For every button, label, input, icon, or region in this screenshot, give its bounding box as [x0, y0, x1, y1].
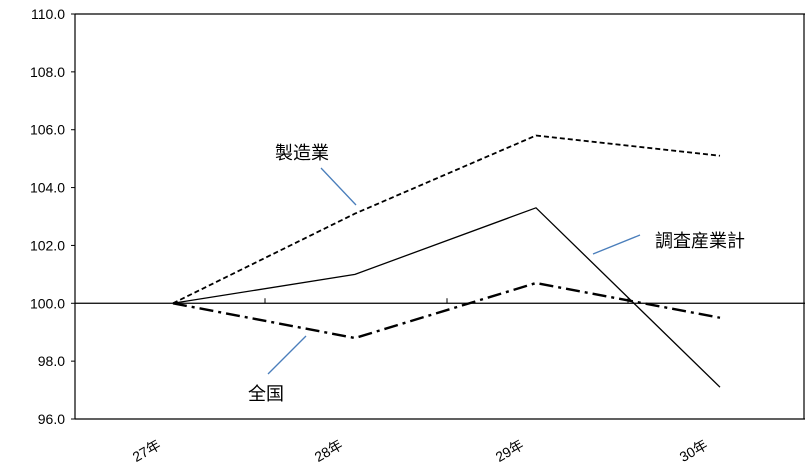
series-label: 全国 [248, 384, 284, 405]
leader-lines [267, 167, 641, 375]
y-tick-label: 100.0 [30, 295, 65, 311]
y-tick-label: 110.0 [31, 6, 65, 22]
axes [74, 13, 805, 420]
y-tick-label: 104.0 [30, 180, 65, 196]
y-tick-label: 108.0 [30, 64, 65, 80]
leader-line-manufacturing [320, 167, 357, 206]
x-tick-label: 29年 [493, 436, 527, 465]
y-tick-label: 106.0 [30, 122, 65, 138]
y-tick-label: 96.0 [38, 411, 65, 427]
y-tick-label: 102.0 [30, 237, 65, 253]
series-line [172, 207, 721, 388]
y-tick-label: 98.0 [38, 353, 65, 369]
series-line [172, 134, 721, 305]
leader-line-national [267, 335, 307, 375]
x-tick-label: 27年 [130, 436, 164, 465]
leader-line-all-industries [592, 234, 641, 255]
series-lines [172, 134, 721, 388]
y-axis-ticks: 110.0 108.0 106.0 104.0 102.0 100.0 98.0 96.0 [30, 6, 75, 427]
x-tick-label: 30年 [677, 436, 711, 465]
x-axis-ticks: 27年 28年 29年 30年 [130, 436, 711, 465]
series-label: 製造業 [275, 143, 329, 164]
series-line [172, 281, 721, 340]
series-label: 調査産業計 [655, 231, 745, 252]
x-tick-label: 28年 [312, 436, 346, 465]
